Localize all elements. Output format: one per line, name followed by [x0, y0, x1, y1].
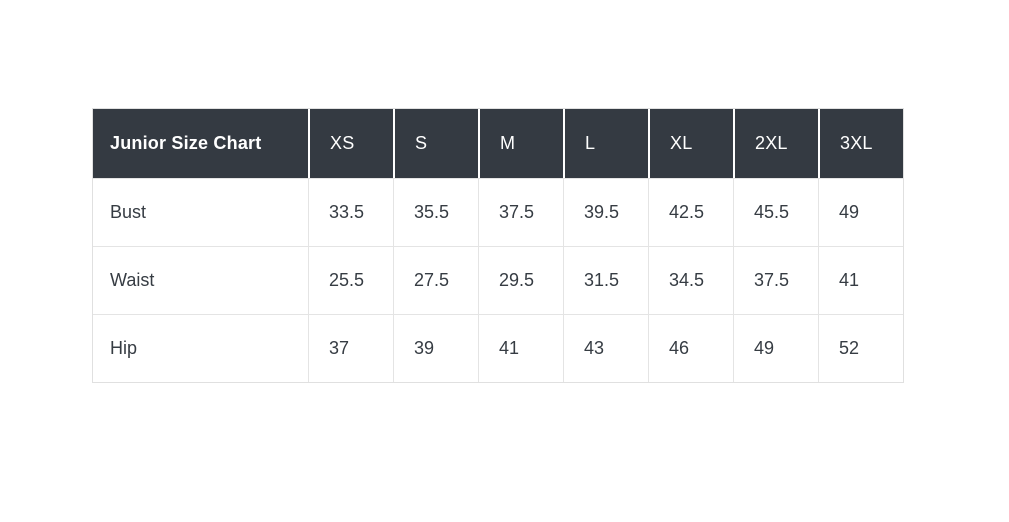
- header-size-s: S: [393, 109, 478, 178]
- value-cell: 42.5: [648, 178, 733, 246]
- header-size-xs: XS: [308, 109, 393, 178]
- value-cell: 33.5: [308, 178, 393, 246]
- size-chart-container: Junior Size Chart XS S M L XL 2XL 3XL Bu…: [92, 108, 904, 383]
- value-cell: 25.5: [308, 246, 393, 314]
- row-label-waist: Waist: [93, 246, 308, 314]
- row-label-hip: Hip: [93, 314, 308, 382]
- value-cell: 43: [563, 314, 648, 382]
- value-cell: 41: [818, 246, 903, 314]
- value-cell: 37.5: [733, 246, 818, 314]
- value-cell: 31.5: [563, 246, 648, 314]
- value-cell: 29.5: [478, 246, 563, 314]
- table-title: Junior Size Chart: [93, 109, 308, 178]
- header-size-l: L: [563, 109, 648, 178]
- value-cell: 45.5: [733, 178, 818, 246]
- size-chart-table: Junior Size Chart XS S M L XL 2XL 3XL Bu…: [92, 108, 904, 383]
- value-cell: 52: [818, 314, 903, 382]
- table-row-bust: Bust 33.5 35.5 37.5 39.5 42.5 45.5 49: [93, 178, 903, 246]
- table-header-row: Junior Size Chart XS S M L XL 2XL 3XL: [93, 109, 903, 178]
- table-row-hip: Hip 37 39 41 43 46 49 52: [93, 314, 903, 382]
- value-cell: 39: [393, 314, 478, 382]
- value-cell: 49: [818, 178, 903, 246]
- value-cell: 46: [648, 314, 733, 382]
- header-size-3xl: 3XL: [818, 109, 903, 178]
- value-cell: 39.5: [563, 178, 648, 246]
- header-size-m: M: [478, 109, 563, 178]
- header-size-2xl: 2XL: [733, 109, 818, 178]
- value-cell: 37.5: [478, 178, 563, 246]
- value-cell: 34.5: [648, 246, 733, 314]
- value-cell: 41: [478, 314, 563, 382]
- value-cell: 49: [733, 314, 818, 382]
- table-row-waist: Waist 25.5 27.5 29.5 31.5 34.5 37.5 41: [93, 246, 903, 314]
- row-label-bust: Bust: [93, 178, 308, 246]
- value-cell: 37: [308, 314, 393, 382]
- value-cell: 27.5: [393, 246, 478, 314]
- header-size-xl: XL: [648, 109, 733, 178]
- value-cell: 35.5: [393, 178, 478, 246]
